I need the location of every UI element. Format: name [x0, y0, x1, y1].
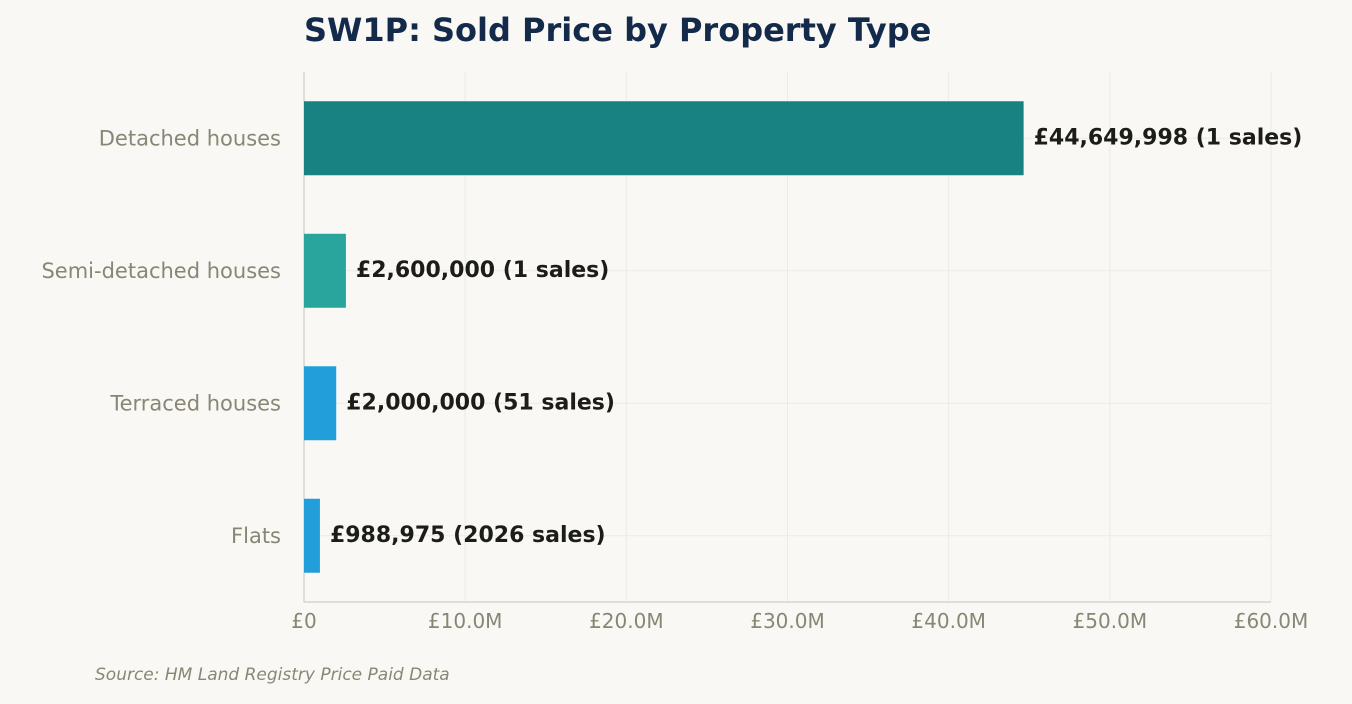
x-tick-label: £50.0M — [1073, 609, 1148, 633]
bar — [304, 366, 337, 441]
chart-title: SW1P: Sold Price by Property Type — [304, 11, 932, 49]
x-tick-label: £10.0M — [428, 609, 503, 633]
category-label: Flats — [231, 524, 281, 548]
bar — [304, 101, 1024, 176]
x-tick-label: £30.0M — [750, 609, 825, 633]
category-label: Terraced houses — [109, 391, 281, 415]
data-label: £2,600,000 (1 sales) — [356, 258, 609, 283]
data-label: £44,649,998 (1 sales) — [1034, 125, 1303, 150]
data-label: £988,975 (2026 sales) — [330, 523, 606, 548]
source-note: Source: HM Land Registry Price Paid Data — [95, 665, 450, 685]
bar — [304, 498, 320, 573]
category-label: Semi-detached houses — [41, 259, 281, 283]
category-label: Detached houses — [99, 126, 281, 150]
x-tick-label: £60.0M — [1234, 609, 1309, 633]
data-label: £2,000,000 (51 sales) — [346, 390, 615, 415]
x-tick-label: £40.0M — [911, 609, 986, 633]
labels: £0 £10.0M £20.0M £30.0M £40.0M £50.0M £60.0M De… — [41, 125, 1308, 633]
x-tick-label: £20.0M — [589, 609, 664, 633]
x-tick-label: £0 — [291, 609, 316, 633]
bar — [304, 233, 346, 308]
bars — [304, 101, 1024, 573]
